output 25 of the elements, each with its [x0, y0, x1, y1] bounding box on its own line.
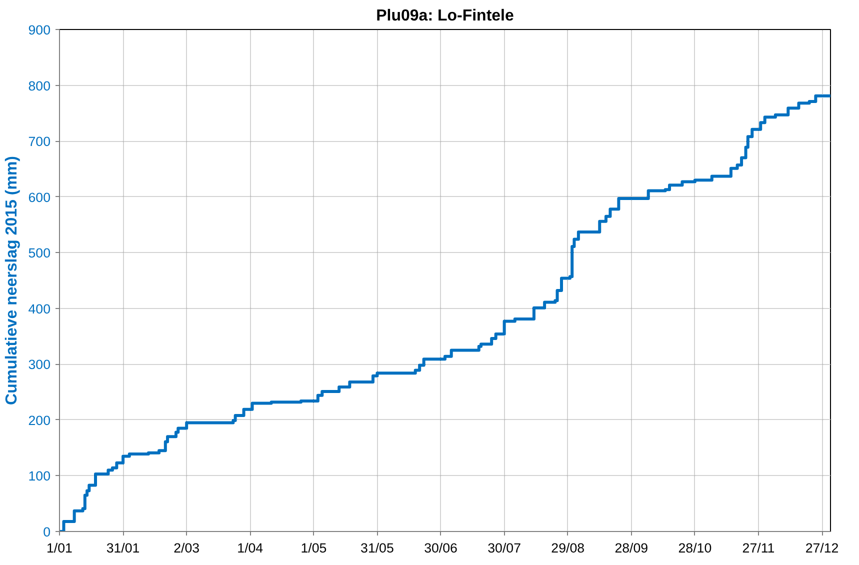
y-tick-label: 100: [28, 468, 51, 484]
x-tick-label: 1/04: [237, 540, 264, 556]
x-tick-label: 1/01: [46, 540, 72, 556]
x-tick-label: 31/05: [360, 540, 394, 556]
x-tick-label: 1/05: [300, 540, 327, 556]
x-tick-label: 28/10: [678, 540, 712, 556]
chart-title: Plu09a: Lo-Fintele: [376, 8, 514, 24]
x-tick-label: 31/01: [106, 540, 140, 556]
y-tick-label: 200: [28, 412, 51, 428]
x-tick-label: 30/07: [488, 540, 521, 556]
y-axis-title: Cumulatieve neerslag 2015 (mm): [3, 156, 20, 405]
y-tick-label: 400: [28, 301, 51, 316]
y-tick-label: 800: [28, 78, 51, 94]
x-tick-label: 27/11: [742, 540, 775, 556]
y-tick-label: 900: [28, 22, 51, 38]
x-tick-label: 2/03: [174, 540, 200, 556]
x-tick-label: 28/09: [614, 540, 648, 556]
y-tick-label: 300: [28, 357, 51, 372]
x-tick-label: 30/06: [424, 540, 458, 556]
y-tick-label: 600: [28, 190, 51, 205]
y-tick-label: 0: [43, 524, 51, 540]
y-tick-label: 700: [28, 134, 51, 150]
x-tick-label: 27/12: [805, 540, 839, 556]
x-tick-label: 29/08: [551, 540, 585, 556]
y-tick-label: 500: [28, 246, 51, 261]
